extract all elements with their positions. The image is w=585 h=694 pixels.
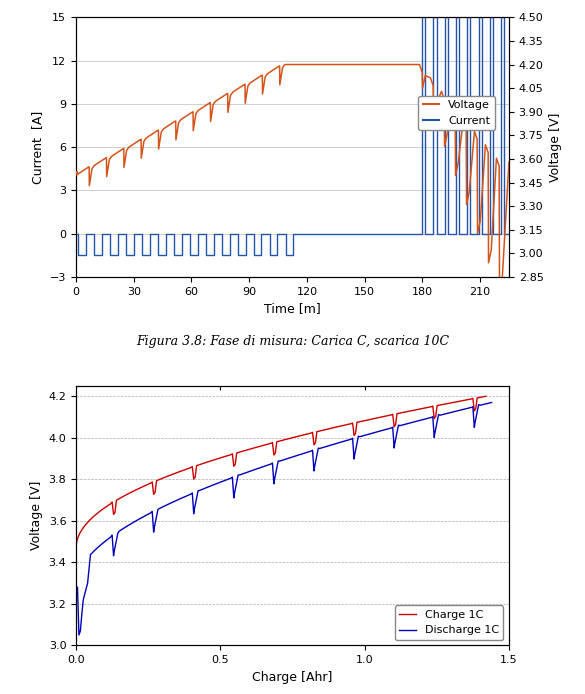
Text: Figura 3.8: Fase di misura: Carica C, scarica 10C: Figura 3.8: Fase di misura: Carica C, sc… <box>136 335 449 348</box>
Legend: Voltage, Current: Voltage, Current <box>418 96 495 130</box>
Discharge 1C <box>366 430 373 439</box>
Line: Charge 1C: Charge 1C <box>76 396 486 544</box>
Charge 1C <box>260 441 267 450</box>
Discharge 1C <box>115 529 122 537</box>
Discharge 1C <box>75 631 82 639</box>
Discharge 1C <box>488 398 495 407</box>
Legend: Charge 1C, Discharge 1C: Charge 1C, Discharge 1C <box>395 605 504 640</box>
Charge 1C <box>254 443 261 451</box>
Y-axis label: Current  [A]: Current [A] <box>32 110 44 184</box>
Charge 1C <box>414 405 421 414</box>
Discharge 1C <box>74 583 81 591</box>
Discharge 1C <box>238 471 245 479</box>
Charge 1C <box>119 493 126 501</box>
X-axis label: Time [m]: Time [m] <box>264 302 321 315</box>
Y-axis label: Voltage [V]: Voltage [V] <box>30 481 43 550</box>
Line: Discharge 1C: Discharge 1C <box>77 403 491 635</box>
Discharge 1C <box>294 451 301 459</box>
Charge 1C <box>386 411 393 419</box>
X-axis label: Charge [Ahr]: Charge [Ahr] <box>252 670 333 684</box>
Charge 1C <box>73 540 80 548</box>
Discharge 1C <box>267 460 274 468</box>
Y-axis label: Voltage [V]: Voltage [V] <box>549 112 562 182</box>
Charge 1C <box>180 466 187 474</box>
Discharge 1C <box>178 494 185 502</box>
Charge 1C <box>483 392 490 400</box>
